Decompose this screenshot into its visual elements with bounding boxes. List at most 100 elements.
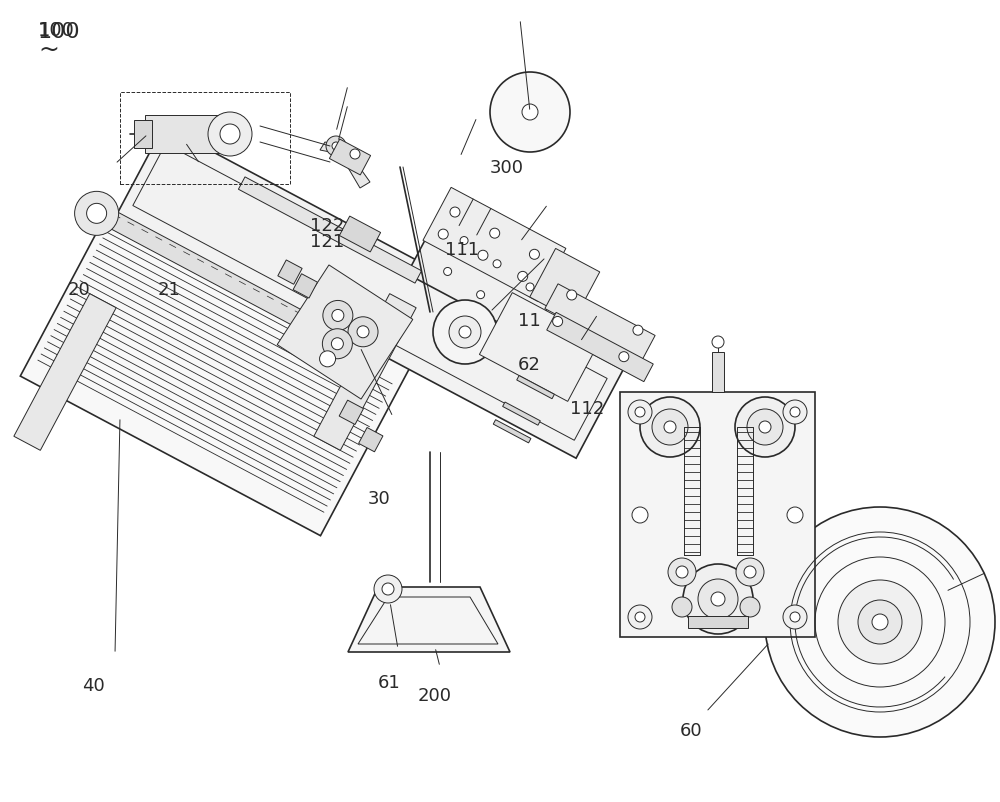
Circle shape <box>759 421 771 433</box>
Polygon shape <box>517 375 554 399</box>
Circle shape <box>787 507 803 523</box>
Polygon shape <box>238 177 422 283</box>
Text: 112: 112 <box>570 400 604 418</box>
Circle shape <box>872 614 888 630</box>
Polygon shape <box>530 249 600 321</box>
Circle shape <box>350 149 360 159</box>
Circle shape <box>735 397 795 457</box>
Circle shape <box>672 597 692 617</box>
Text: 61: 61 <box>378 674 401 692</box>
Circle shape <box>567 290 577 300</box>
Circle shape <box>633 325 643 335</box>
Text: 111: 111 <box>445 241 479 259</box>
Text: 21: 21 <box>158 282 181 299</box>
Circle shape <box>790 407 800 417</box>
Circle shape <box>698 579 738 619</box>
Polygon shape <box>339 216 381 252</box>
Circle shape <box>348 317 378 346</box>
Polygon shape <box>339 400 364 424</box>
Circle shape <box>490 72 570 152</box>
Circle shape <box>493 260 501 268</box>
Circle shape <box>668 558 696 586</box>
Circle shape <box>628 400 652 424</box>
Polygon shape <box>423 188 566 302</box>
Polygon shape <box>348 587 510 652</box>
Circle shape <box>220 124 240 144</box>
Circle shape <box>374 575 402 603</box>
Circle shape <box>676 566 688 578</box>
Polygon shape <box>547 312 653 382</box>
Text: 300: 300 <box>490 160 524 177</box>
Polygon shape <box>407 194 573 339</box>
Circle shape <box>478 250 488 260</box>
Circle shape <box>449 316 481 348</box>
Polygon shape <box>134 120 152 148</box>
Circle shape <box>640 397 700 457</box>
Circle shape <box>460 237 468 245</box>
Circle shape <box>459 326 471 338</box>
Circle shape <box>635 407 645 417</box>
Text: 30: 30 <box>368 490 391 508</box>
Circle shape <box>332 142 340 150</box>
Circle shape <box>332 310 344 322</box>
Circle shape <box>744 566 756 578</box>
Circle shape <box>712 336 724 348</box>
Polygon shape <box>145 115 225 153</box>
Text: 100: 100 <box>38 22 81 42</box>
Circle shape <box>711 592 725 606</box>
Circle shape <box>529 249 539 259</box>
Circle shape <box>87 204 107 223</box>
Circle shape <box>444 267 452 275</box>
Polygon shape <box>712 352 724 392</box>
Circle shape <box>619 351 629 362</box>
Text: 121: 121 <box>310 233 344 251</box>
Circle shape <box>323 301 353 330</box>
Circle shape <box>652 409 688 445</box>
Text: 40: 40 <box>82 677 105 695</box>
Polygon shape <box>479 293 601 401</box>
Text: ~: ~ <box>38 38 59 62</box>
Polygon shape <box>277 265 413 399</box>
Polygon shape <box>20 209 410 536</box>
Circle shape <box>320 350 336 367</box>
Circle shape <box>357 326 369 338</box>
Circle shape <box>628 605 652 629</box>
Text: 60: 60 <box>680 723 703 740</box>
Circle shape <box>208 112 252 156</box>
Polygon shape <box>493 419 531 443</box>
Polygon shape <box>293 273 317 298</box>
Circle shape <box>450 207 460 217</box>
Polygon shape <box>314 294 416 451</box>
Polygon shape <box>688 616 748 628</box>
Circle shape <box>736 558 764 586</box>
Circle shape <box>382 583 394 595</box>
Text: 11: 11 <box>518 312 541 330</box>
Circle shape <box>438 229 448 239</box>
Text: 122: 122 <box>310 217 344 235</box>
Circle shape <box>765 507 995 737</box>
Circle shape <box>747 409 783 445</box>
Polygon shape <box>320 142 370 188</box>
Polygon shape <box>278 260 302 284</box>
Polygon shape <box>14 294 116 451</box>
Circle shape <box>683 564 753 634</box>
Circle shape <box>790 612 800 622</box>
Polygon shape <box>359 427 383 452</box>
Text: 200: 200 <box>418 687 452 705</box>
Circle shape <box>350 341 382 373</box>
Polygon shape <box>93 204 367 360</box>
Circle shape <box>526 283 534 291</box>
Circle shape <box>632 507 648 523</box>
Circle shape <box>553 317 563 326</box>
Circle shape <box>490 229 500 238</box>
Text: 100: 100 <box>38 21 75 40</box>
Circle shape <box>635 612 645 622</box>
Polygon shape <box>117 126 623 458</box>
Circle shape <box>433 300 497 364</box>
Circle shape <box>75 192 119 235</box>
Polygon shape <box>620 392 815 637</box>
Circle shape <box>477 290 485 298</box>
Circle shape <box>522 104 538 120</box>
Circle shape <box>783 400 807 424</box>
Polygon shape <box>329 139 371 175</box>
